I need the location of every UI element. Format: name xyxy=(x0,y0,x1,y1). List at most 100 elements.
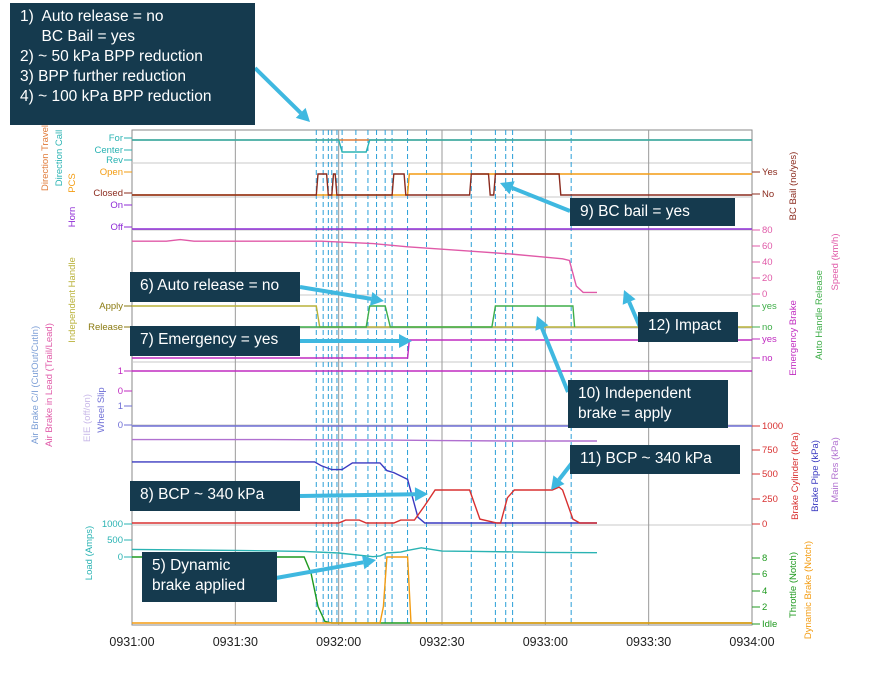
callout-impact: 12) Impact xyxy=(638,312,738,342)
right-axis-label: Emergency Brake xyxy=(788,300,799,376)
right-tick-label: No xyxy=(762,189,774,200)
callout-dynamic-brake: 5) Dynamic brake applied xyxy=(142,552,277,602)
left-axis-label: Direction Call xyxy=(54,130,65,187)
left-tick-label: For xyxy=(109,133,123,144)
left-axis-label: Independent Handle xyxy=(67,257,78,343)
series-line-dynamic-brake-notch- xyxy=(132,556,752,624)
callout-arrow-shaft xyxy=(253,66,303,115)
right-axis-label: Brake Pipe (kPa) xyxy=(810,440,821,512)
callout-arrow-head xyxy=(551,475,565,490)
callout-line: 8) BCP ~ 340 kPa xyxy=(140,486,265,503)
callout-line: brake = apply xyxy=(578,405,672,422)
callout-arrow-shaft xyxy=(275,560,364,580)
left-tick-label: 0 xyxy=(118,420,123,431)
left-tick-label: Center xyxy=(94,145,123,156)
callout-auto-release: 6) Auto release = no xyxy=(130,272,300,302)
right-axis-label: Auto Handle Release xyxy=(814,270,825,360)
left-axis-label: Air Brake in Lead (Trail/Lead) xyxy=(44,323,55,447)
right-tick-label: Idle xyxy=(762,619,777,630)
series-line-brake-cylinder-kpa- xyxy=(132,486,597,524)
series-line-direction-call xyxy=(132,139,752,153)
series-line-main-res-kpa- xyxy=(132,438,597,442)
left-axis-label: Horn xyxy=(67,207,78,228)
series-line-speed-km-h- xyxy=(132,238,597,294)
callout-line: 2) ~ 50 kPa BPP reduction xyxy=(20,48,203,65)
left-tick-label: 1000 xyxy=(102,519,123,530)
right-tick-label: 4 xyxy=(762,586,767,597)
callout-line: 5) Dynamic xyxy=(152,557,231,574)
right-axis-label: Dynamic Brake (Notch) xyxy=(803,541,814,639)
callout-line: 6) Auto release = no xyxy=(140,277,280,294)
left-axis-label: Air Brake C/I (CutOut/CutIn) xyxy=(30,326,41,444)
callout-line: 1) Auto release = no xyxy=(20,8,164,25)
right-tick-label: 1000 xyxy=(762,421,783,432)
series-line-auto-handle-release xyxy=(132,305,576,328)
callout-line: 9) BC bail = yes xyxy=(580,203,690,220)
callout-arrow-shaft xyxy=(540,327,570,393)
callout-bcp-11: 11) BCP ~ 340 kPa xyxy=(570,445,740,474)
callout-line: 10) Independent xyxy=(578,385,691,402)
callout-arrow-head xyxy=(622,290,636,305)
x-tick-label: 0932:00 xyxy=(316,635,361,649)
right-tick-label: 500 xyxy=(762,469,778,480)
callout-intro: 1) Auto release = no BC Bail = yes 2) ~ 5… xyxy=(10,3,255,125)
left-tick-label: On xyxy=(110,200,123,211)
right-tick-label: no xyxy=(762,353,773,364)
left-axis-label: Load (Amps) xyxy=(84,526,95,580)
left-tick-label: Apply xyxy=(99,301,123,312)
right-axis-label: Brake Cylinder (kPa) xyxy=(790,432,801,520)
callout-bcp-8: 8) BCP ~ 340 kPa xyxy=(130,481,300,511)
right-tick-label: 250 xyxy=(762,494,778,505)
right-axis-label: BC Bail (no/yes) xyxy=(788,152,799,221)
right-axis-label: Main Res (kPa) xyxy=(830,437,841,502)
x-tick-label: 0933:00 xyxy=(523,635,568,649)
right-tick-label: no xyxy=(762,322,773,333)
left-tick-label: Open xyxy=(100,167,123,178)
callout-arrow-head xyxy=(362,555,376,570)
callout-arrow-head xyxy=(370,292,384,306)
callout-arrow-head xyxy=(295,107,310,122)
callout-line: brake applied xyxy=(152,577,246,594)
right-tick-label: 0 xyxy=(762,519,767,530)
left-tick-label: 1 xyxy=(118,401,123,412)
callout-line: BC Bail = yes xyxy=(20,28,136,45)
right-tick-label: 40 xyxy=(762,257,773,268)
right-tick-label: 0 xyxy=(762,289,767,300)
left-axis-label: Direction Travel xyxy=(40,125,51,191)
x-tick-label: 0934:00 xyxy=(729,635,774,649)
callout-line: 11) BCP ~ 340 kPa xyxy=(580,450,712,467)
series-line-emergency-brake xyxy=(132,339,752,359)
callout-emergency: 7) Emergency = yes xyxy=(130,326,300,356)
callout-arrow-head xyxy=(500,181,515,195)
right-tick-label: 8 xyxy=(762,553,767,564)
right-tick-label: 80 xyxy=(762,225,773,236)
x-tick-label: 0931:30 xyxy=(213,635,258,649)
right-tick-label: 750 xyxy=(762,445,778,456)
callout-line: 12) Impact xyxy=(648,317,722,334)
callout-line: 7) Emergency = yes xyxy=(140,331,279,348)
left-axis-label: EIE (off/on) xyxy=(82,394,93,442)
left-tick-label: 1 xyxy=(118,366,123,377)
callout-arrow-head xyxy=(414,487,428,502)
right-tick-label: yes xyxy=(762,301,777,312)
x-tick-label: 0932:30 xyxy=(419,635,464,649)
right-tick-label: yes xyxy=(762,334,777,345)
left-tick-label: Closed xyxy=(93,188,123,199)
series-line-brake-pipe-kpa- xyxy=(132,461,597,524)
right-axis-label: Throttle (Notch) xyxy=(788,552,799,618)
callout-arrow-shaft xyxy=(299,285,372,301)
left-tick-label: 0 xyxy=(118,552,123,563)
left-tick-label: Rev xyxy=(106,155,123,166)
callout-line: 4) ~ 100 kPa BPP reduction xyxy=(20,88,212,105)
left-tick-label: 0 xyxy=(118,386,123,397)
callout-arrow-shaft xyxy=(511,185,571,213)
right-axis-label: Speed (km/h) xyxy=(830,233,841,290)
left-tick-label: Release xyxy=(88,322,123,333)
callout-independent-brake: 10) Independent brake = apply xyxy=(568,380,728,428)
series-line-bc-bail-no-yes- xyxy=(132,173,752,196)
x-tick-label: 0933:30 xyxy=(626,635,671,649)
callout-arrow-head xyxy=(399,334,412,348)
left-axis-label: Wheel Slip xyxy=(96,387,107,432)
left-tick-label: 500 xyxy=(107,535,123,546)
